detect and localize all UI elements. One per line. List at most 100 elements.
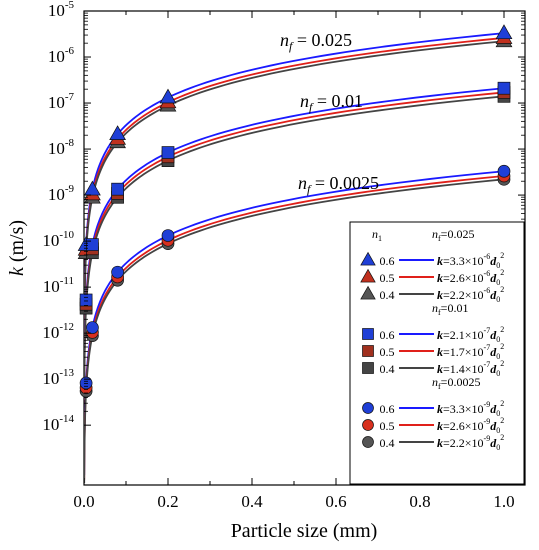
y-tick-exponent: -10 xyxy=(59,229,74,241)
legend-marker xyxy=(362,345,374,357)
legend-eq-d: d xyxy=(490,288,497,302)
nf-annotation: nf = 0.01 xyxy=(300,91,363,114)
legend-group-header: nf=0.0025 xyxy=(432,375,480,391)
legend-n-value: 0.4 xyxy=(380,436,395,450)
legend-n-value: 0.4 xyxy=(380,362,395,376)
marker-square-g1-n0.6-p1 xyxy=(86,238,99,251)
legend-eq-d-sup: 2 xyxy=(500,285,504,294)
legend-eq-d-sub: 0 xyxy=(496,295,500,304)
legend-eq-exp: -7 xyxy=(484,343,491,352)
y-tick-label: 10-10 xyxy=(42,229,74,250)
legend-eq-exp: -6 xyxy=(484,269,491,278)
y-tick-mantissa: 10 xyxy=(42,415,59,434)
legend-nf-n: n xyxy=(432,375,438,389)
y-tick-mantissa: 10 xyxy=(48,1,65,20)
legend-eq-d: d xyxy=(490,402,497,416)
x-tick-label: 0.6 xyxy=(325,492,346,511)
legend-eq-coef: =3.3×10 xyxy=(443,254,484,268)
legend-eq-k: k xyxy=(437,271,443,285)
legend-n-value: 0.6 xyxy=(380,328,395,342)
marker-circle-g2-n0.6-p2 xyxy=(111,265,124,279)
legend-nf-n: n xyxy=(432,227,438,241)
legend-nf-n: n xyxy=(432,301,438,315)
y-tick-mantissa: 10 xyxy=(43,277,60,296)
legend-eq-k: k xyxy=(437,254,443,268)
y-tick-mantissa: 10 xyxy=(42,231,59,250)
legend-n-value: 0.5 xyxy=(380,271,395,285)
y-tick-label: 10-8 xyxy=(48,137,75,158)
legend-marker xyxy=(362,362,374,374)
legend-eq-d: d xyxy=(490,271,497,285)
legend-equation: k=2.1×10-7d02 xyxy=(437,325,504,344)
legend-equation: k=1.7×10-7d02 xyxy=(437,342,504,361)
legend-equation: k=2.6×10-9d02 xyxy=(437,416,504,435)
y-tick-mantissa: 10 xyxy=(42,323,59,342)
marker-square-g1-n0.6-p4 xyxy=(497,81,511,95)
x-tick-label: 0.4 xyxy=(241,492,263,511)
legend-eq-d: d xyxy=(490,419,497,433)
nf-annotation-value: = 0.025 xyxy=(292,30,352,50)
legend-marker xyxy=(360,268,376,283)
legend-eq-d-sub: 0 xyxy=(496,335,500,344)
x-axis-label: Particle size (mm) xyxy=(231,520,378,542)
y-axis-label-k: k xyxy=(6,266,28,276)
y-tick-exponent: -11 xyxy=(60,275,74,287)
legend-nf-sub: f xyxy=(438,234,441,243)
legend-eq-exp: -9 xyxy=(484,400,491,409)
x-tick-label: 0.2 xyxy=(157,492,178,511)
nf-annotation-value: = 0.0025 xyxy=(310,173,379,193)
marker-triangle-g0-n0.6-p3 xyxy=(159,88,177,104)
legend-eq-coef: =2.2×10 xyxy=(443,436,484,450)
y-tick-label: 10-6 xyxy=(48,45,75,66)
legend-eq-coef: =1.7×10 xyxy=(443,345,484,359)
nf-annotation: nf = 0.025 xyxy=(280,30,352,53)
y-tick-exponent: -6 xyxy=(65,45,75,57)
legend-eq-d: d xyxy=(490,362,497,376)
legend-equation: k=3.3×10-6d02 xyxy=(437,251,504,270)
legend-group-header: nf=0.01 xyxy=(432,301,468,317)
legend-nf-value: =0.01 xyxy=(441,301,469,315)
legend-eq-d-sub: 0 xyxy=(496,369,500,378)
legend-eq-d-sup: 2 xyxy=(500,342,504,351)
legend-eq-d-sup: 2 xyxy=(500,251,504,260)
marker-triangle-g0-n0.6-p2 xyxy=(109,125,127,141)
legend-equation: k=3.3×10-9d02 xyxy=(437,399,504,418)
legend-eq-exp: -9 xyxy=(484,434,491,443)
y-tick-exponent: -13 xyxy=(59,367,74,379)
y-axis-label-unit: (m/s) xyxy=(6,220,28,267)
legend-equation: k=2.2×10-6d02 xyxy=(437,285,504,304)
legend-eq-d-sup: 2 xyxy=(500,399,504,408)
marker-square-g1-n0.6-p2 xyxy=(111,182,124,196)
y-tick-label: 10-12 xyxy=(42,321,74,342)
nf-annotation: nf = 0.0025 xyxy=(298,173,379,196)
x-tick-label: 0.8 xyxy=(409,492,430,511)
y-tick-label: 10-13 xyxy=(42,367,74,388)
legend-n-value: 0.6 xyxy=(380,402,395,416)
legend-eq-d-sup: 2 xyxy=(500,416,504,425)
legend-marker xyxy=(360,285,376,300)
legend-eq-coef: =3.3×10 xyxy=(443,402,484,416)
y-tick-label: 10-14 xyxy=(42,413,74,434)
y-tick-mantissa: 10 xyxy=(48,47,65,66)
legend-eq-coef: =2.1×10 xyxy=(443,328,484,342)
legend-n-value: 0.4 xyxy=(380,288,395,302)
nf-annotation-sub: f xyxy=(289,39,294,53)
y-tick-mantissa: 10 xyxy=(48,139,65,158)
legend-eq-d: d xyxy=(490,254,497,268)
legend-marker xyxy=(360,251,376,266)
legend-eq-exp: -7 xyxy=(484,360,491,369)
y-tick-exponent: -7 xyxy=(65,91,75,103)
y-tick-label: 10-11 xyxy=(43,275,74,296)
legend-eq-coef: =2.2×10 xyxy=(443,288,484,302)
legend-eq-d-sup: 2 xyxy=(500,268,504,277)
legend-eq-exp: -7 xyxy=(484,326,491,335)
nf-annotation-value: = 0.01 xyxy=(312,91,363,111)
legend-equation: k=2.6×10-6d02 xyxy=(437,268,504,287)
legend-eq-d-sup: 2 xyxy=(500,433,504,442)
nf-annotation-n: n xyxy=(280,30,289,50)
legend-eq-coef: =1.4×10 xyxy=(443,362,484,376)
legend-marker xyxy=(362,419,374,431)
marker-triangle-g0-n0.6-p4 xyxy=(495,24,513,40)
